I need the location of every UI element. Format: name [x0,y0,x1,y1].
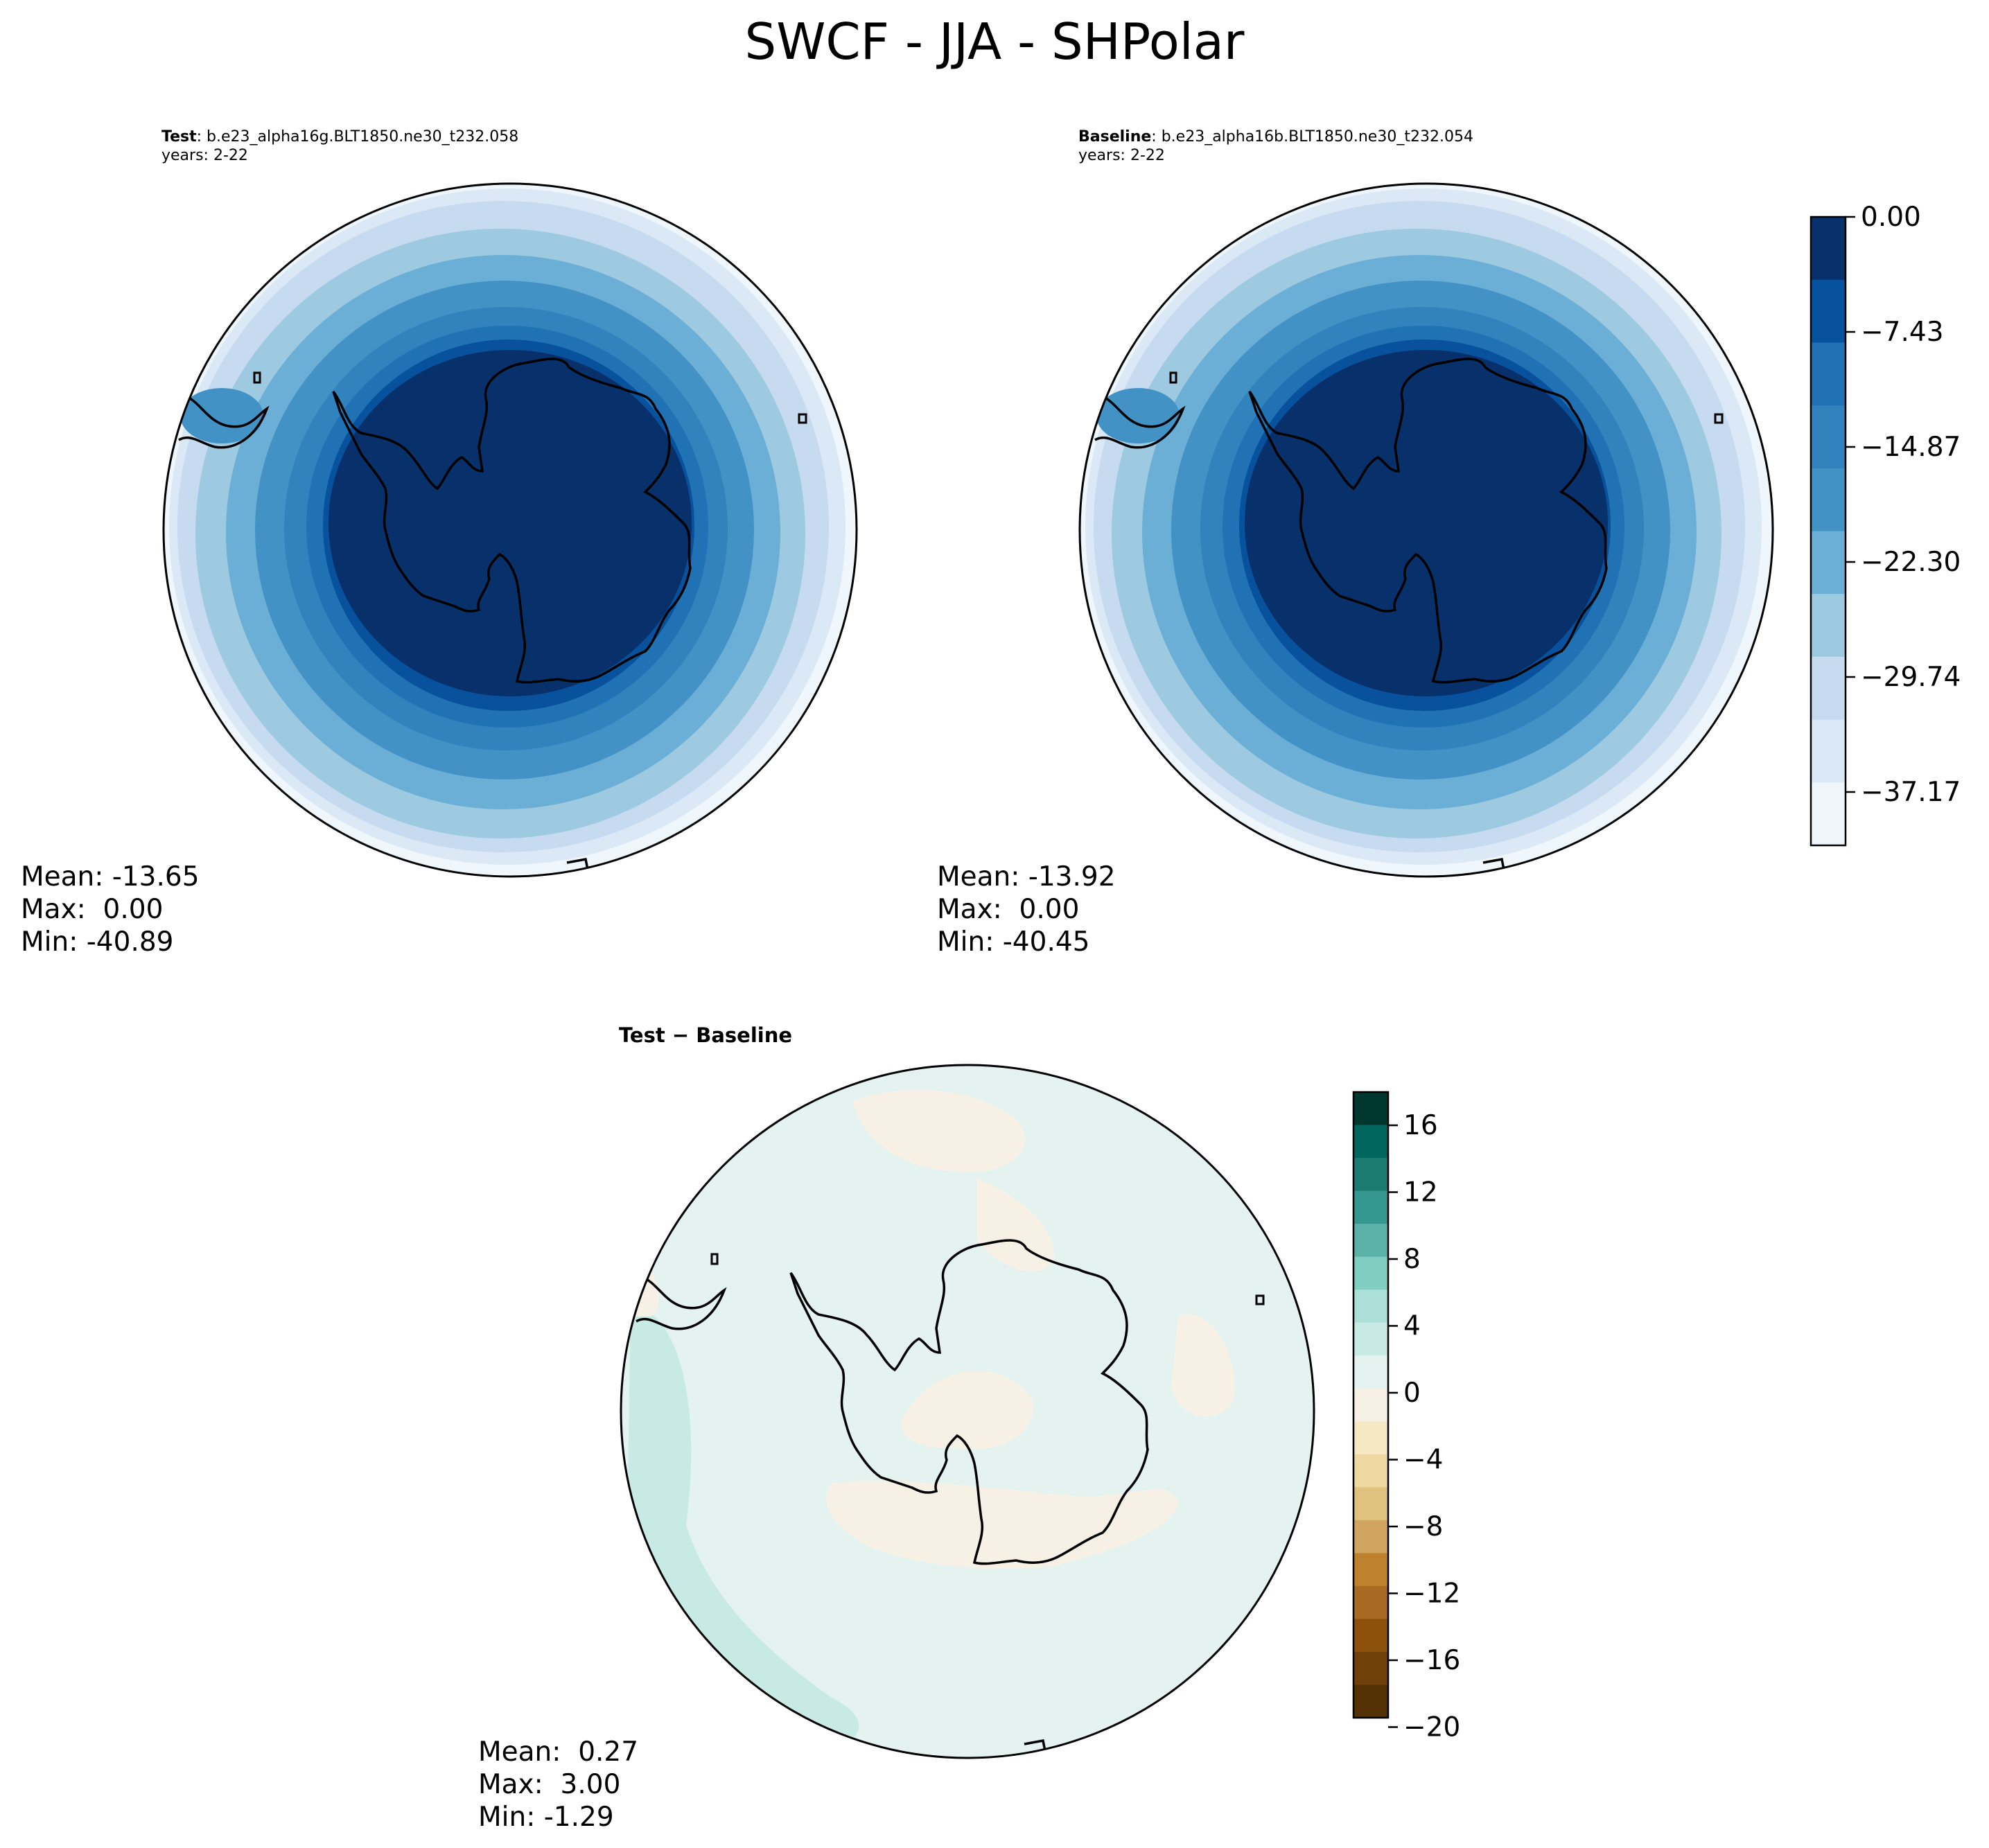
difference-min: Min: -1.29 [478,1802,614,1833]
difference-colorbar-swatch [1353,1585,1388,1619]
baseline-stats: Mean: -13.92 Max: 0.00 Min: -40.45 [937,861,1116,958]
test-stats: Mean: -13.65 Max: 0.00 Min: -40.89 [21,861,200,958]
difference-colorbar: 16 12 8 4 0 −4 −8 −12 −16 −20 [1352,1091,1460,1743]
main-colorbar-tick-label: 0.00 [1861,202,1921,233]
main-colorbar-swatch [1811,405,1846,469]
difference-colorbar-swatch [1353,1290,1388,1323]
difference-colorbar-swatch [1353,1256,1388,1290]
difference-colorbar-tick-label: −4 [1403,1445,1444,1476]
main-colorbar-swatch [1811,782,1846,846]
baseline-label: Baseline [1078,128,1152,146]
main-colorbar-swatch [1811,656,1846,721]
main-colorbar-swatch [1811,594,1846,658]
difference-map [620,1064,1315,1759]
difference-colorbar-swatch [1353,1553,1388,1587]
main-colorbar-swatch [1811,279,1846,343]
main-colorbar: 0.00 −7.43 −14.87 −22.30 −29.74 −37.17 [1810,202,1961,847]
test-panel-title: Test: b.e23_alpha16g.BLT1850.ne30_t232.0… [161,127,518,165]
difference-colorbar-swatch [1353,1224,1388,1258]
difference-colorbar-tick-label: −12 [1403,1578,1460,1610]
main-colorbar-tick-label: −37.17 [1861,777,1961,808]
test-case-name: : b.e23_alpha16g.BLT1850.ne30_t232.058 [196,128,519,146]
baseline-max: Max: 0.00 [937,894,1080,925]
main-colorbar-tick-label: −7.43 [1861,317,1944,348]
main-colorbar-swatch [1811,719,1846,783]
main-colorbar-swatch [1811,531,1846,595]
difference-stats: Mean: 0.27 Max: 3.00 Min: -1.29 [478,1736,638,1833]
difference-colorbar-tick-label: −16 [1403,1645,1460,1676]
difference-colorbar-swatch [1353,1421,1388,1455]
baseline-years: years: 2-22 [1078,147,1165,164]
baseline-mean: Mean: -13.92 [937,861,1116,892]
difference-colorbar-swatch [1353,1684,1388,1718]
baseline-map [1078,182,1774,878]
difference-colorbar-tick-label: 12 [1403,1177,1438,1208]
difference-colorbar-tick-label: 16 [1403,1110,1438,1141]
difference-mean: Mean: 0.27 [478,1736,639,1768]
difference-colorbar-swatch [1353,1520,1388,1554]
difference-colorbar-swatch [1353,1092,1388,1126]
difference-colorbar-swatch [1353,1619,1388,1653]
difference-colorbar-swatch [1353,1322,1388,1356]
test-min: Min: -40.89 [21,926,174,958]
difference-colorbar-tick-label: 8 [1403,1244,1421,1275]
difference-colorbar-tick-label: −8 [1403,1511,1444,1542]
difference-colorbar-swatch [1353,1190,1388,1224]
difference-colorbar-swatch [1353,1487,1388,1521]
main-colorbar-tick-label: −14.87 [1861,432,1961,463]
difference-colorbar-swatch [1353,1355,1388,1389]
difference-colorbar-tick-label: 0 [1403,1378,1421,1409]
baseline-case-name: : b.e23_alpha16b.BLT1850.ne30_t232.054 [1151,128,1473,146]
figure-title: SWCF - JJA - SHPolar [744,12,1245,71]
main-colorbar-tick-label: −29.74 [1861,662,1961,693]
test-max: Max: 0.00 [21,894,164,925]
baseline-panel-title: Baseline: b.e23_alpha16b.BLT1850.ne30_t2… [1078,127,1473,165]
difference-colorbar-swatch [1353,1388,1388,1422]
difference-colorbar-swatch [1353,1158,1388,1192]
test-years: years: 2-22 [161,147,248,164]
difference-panel-title: Test − Baseline [619,1023,793,1047]
difference-colorbar-tick-label: −20 [1403,1712,1460,1743]
test-label: Test [161,128,197,146]
difference-colorbar-swatch [1353,1651,1388,1685]
main-colorbar-swatch [1811,468,1846,531]
difference-max: Max: 3.00 [478,1769,621,1800]
main-colorbar-swatch [1811,217,1846,281]
main-colorbar-tick-label: −22.30 [1861,547,1961,578]
baseline-min: Min: -40.45 [937,926,1090,958]
difference-colorbar-swatch [1353,1125,1388,1159]
difference-colorbar-swatch [1353,1454,1388,1488]
test-mean: Mean: -13.65 [21,861,200,892]
difference-colorbar-tick-label: 4 [1403,1311,1421,1342]
test-map [162,182,858,878]
main-colorbar-swatch [1811,342,1846,406]
